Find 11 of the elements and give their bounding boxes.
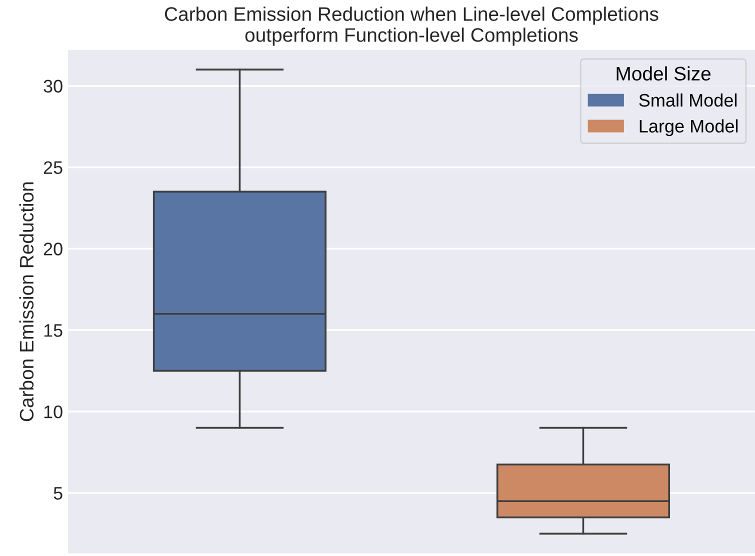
legend-label: Large Model [640,119,738,136]
y-tick-label: 5 [54,487,62,500]
y-axis-title: Carbon Emission Reduction [19,182,34,422]
y-tick-label: 10 [44,405,62,418]
chart-title: Carbon Emission Reduction when Line-level Completions outperform Function-level Completions [164,6,658,46]
legend-title: Model Size [616,66,711,81]
legend-label: Small Model [639,93,737,107]
y-tick-label: 15 [44,324,62,337]
y-tick-label: 25 [44,161,62,174]
y-tick-label: 30 [44,80,62,93]
y-tick-label: 20 [44,242,62,256]
